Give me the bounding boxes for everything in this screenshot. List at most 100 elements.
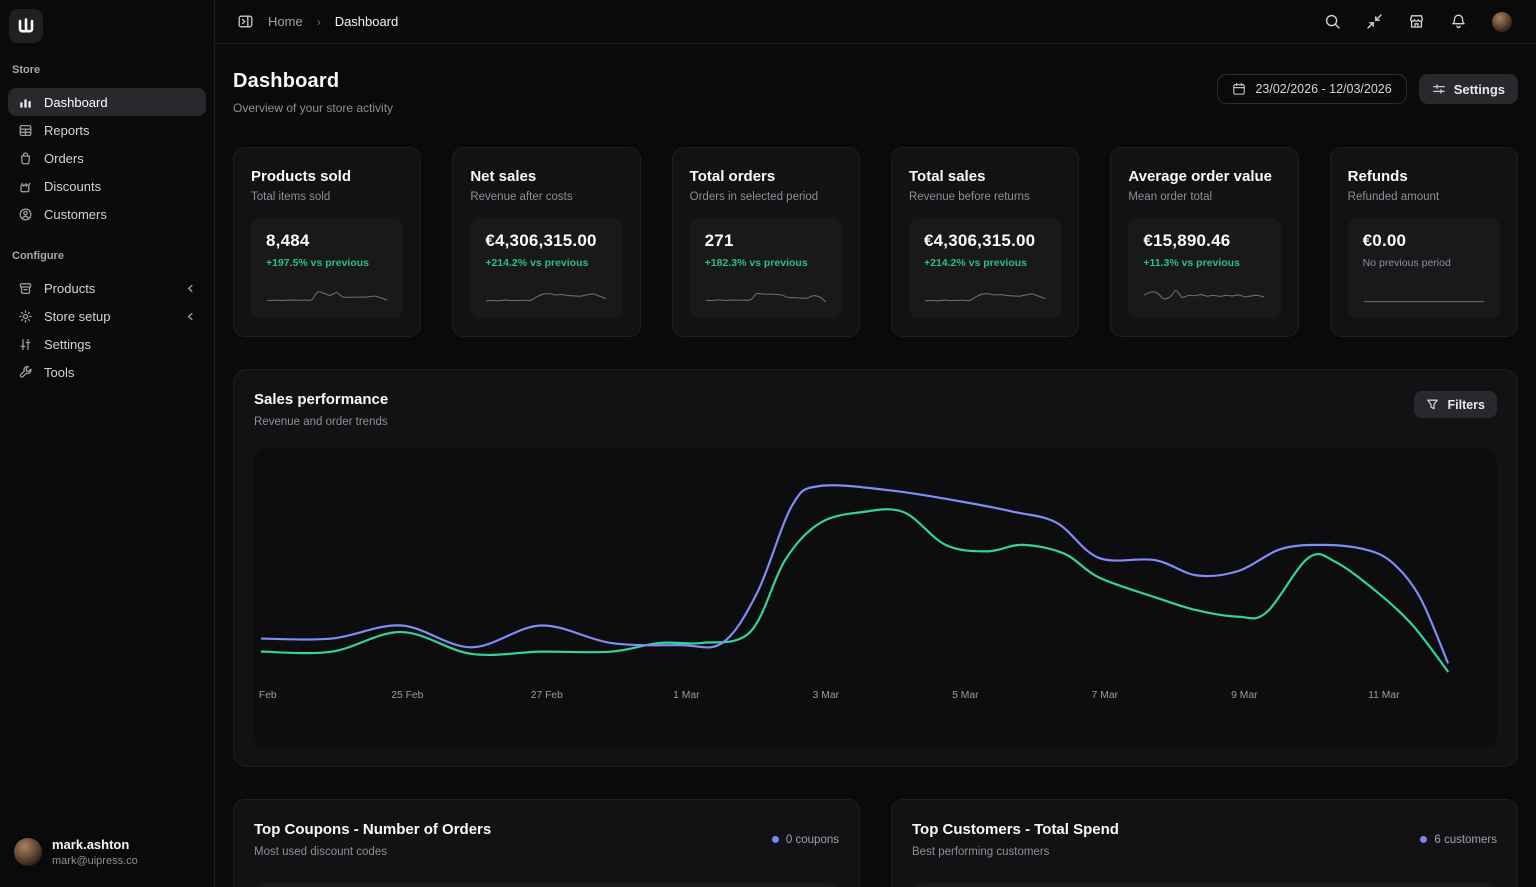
bar-chart-icon	[20, 98, 31, 108]
top-customers-subtitle: Best performing customers	[912, 846, 1050, 858]
kpi-card-products-sold: Products sold Total items sold 8,484 +19…	[233, 147, 422, 337]
kpi-delta: +11.3% vs previous	[1143, 257, 1240, 269]
sidebar-toggle-button[interactable]	[237, 13, 254, 30]
date-range-value: 23/02/2026 - 12/03/2026	[1255, 82, 1392, 96]
search-icon	[1325, 14, 1340, 29]
breadcrumb-home-link[interactable]: Home	[268, 14, 303, 29]
kpi-card-total-sales: Total sales Revenue before returns €4,30…	[890, 147, 1080, 337]
notifications-button[interactable]	[1450, 13, 1467, 30]
filter-funnel-icon	[1427, 399, 1439, 410]
sidebar-item-label: Dashboard	[44, 94, 108, 110]
breadcrumb: Home › Dashboard	[237, 13, 398, 30]
search-button[interactable]	[1324, 13, 1341, 30]
sales-performance-header: Sales performance Revenue and order tren…	[254, 391, 1497, 428]
sidebar-item-products[interactable]: Products	[8, 274, 206, 302]
sidebar-item-reports[interactable]: Reports	[8, 116, 206, 144]
date-range-picker[interactable]: 23/02/2026 - 12/03/2026	[1217, 74, 1407, 104]
svg-text:Feb: Feb	[259, 690, 277, 701]
kpi-title: Refunds	[1347, 168, 1408, 185]
top-customers-chart-panel	[912, 883, 1497, 887]
sparkline-chart	[925, 293, 1046, 302]
gear-icon	[19, 309, 32, 323]
kpi-panel: 271 +182.3% vs previous	[689, 218, 842, 319]
chevron-left-icon	[185, 311, 196, 322]
sidebar-item-label: Orders	[44, 150, 84, 166]
sidebar-item-label: Customers	[44, 206, 107, 222]
uipress-logo-icon	[18, 18, 34, 33]
legend-dot-icon	[771, 836, 779, 843]
sidebar-item-label: Discounts	[44, 178, 102, 194]
sparkline-chart	[486, 293, 607, 302]
sidebar-item-orders[interactable]: Orders	[8, 144, 206, 172]
sidebar: Store Dashboard Reports Orders	[0, 0, 215, 887]
sidebar-item-dashboard[interactable]: Dashboard	[8, 88, 206, 116]
kpi-delta: +197.5% vs previous	[266, 257, 370, 269]
kpi-title: Net sales	[470, 168, 537, 185]
kpi-panel: €4,306,315.00 +214.2% vs previous	[470, 218, 623, 319]
filters-button-label: Filters	[1447, 397, 1485, 412]
kpi-panel: 8,484 +197.5% vs previous	[251, 218, 404, 319]
user-account[interactable]: mark.ashton mark@uipress.co	[8, 831, 206, 875]
sidebar-item-settings[interactable]: Settings	[8, 330, 206, 358]
kpi-subtitle: Mean order total	[1128, 191, 1213, 203]
kpi-subtitle: Revenue after costs	[470, 191, 573, 203]
kpi-delta: +214.2% vs previous	[485, 257, 589, 269]
main-area: Home › Dashboard	[215, 0, 1536, 887]
user-circle-icon	[19, 208, 32, 220]
collapse-icon	[1367, 14, 1382, 29]
kpi-card-total-orders: Total orders Orders in selected period 2…	[671, 147, 860, 337]
bottom-row: Top Coupons - Number of Orders Most used…	[233, 799, 1518, 887]
kpi-value: €15,890.46	[1143, 231, 1231, 250]
sidebar-item-store-setup[interactable]: Store setup	[8, 302, 206, 330]
sidebar-item-discounts[interactable]: Discounts	[8, 172, 206, 200]
sidebar-item-label: Products	[44, 280, 96, 296]
sidebar-item-label: Settings	[44, 336, 91, 352]
top-coupons-card: Top Coupons - Number of Orders Most used…	[233, 799, 860, 887]
kpi-value: €4,306,315.00	[485, 231, 597, 250]
kpi-card-average-order-value: Average order value Mean order total €15…	[1110, 147, 1299, 337]
sliders-horizontal-icon	[1432, 84, 1445, 94]
user-email: mark@uipress.co	[52, 855, 138, 867]
sparkline-chart	[1144, 290, 1265, 300]
svg-text:1 Mar: 1 Mar	[673, 690, 700, 701]
settings-button[interactable]: Settings	[1418, 74, 1518, 104]
store-button[interactable]	[1408, 13, 1425, 30]
sales-performance-subtitle: Revenue and order trends	[254, 416, 388, 428]
sales-performance-title: Sales performance	[254, 391, 389, 408]
kpi-panel: €4,306,315.00 +214.2% vs previous	[908, 218, 1062, 319]
kpi-subtitle: Orders in selected period	[689, 191, 819, 203]
svg-text:25 Feb: 25 Feb	[391, 690, 423, 701]
svg-text:27 Feb: 27 Feb	[531, 690, 563, 701]
sidebar-item-tools[interactable]: Tools	[8, 358, 206, 386]
bell-icon	[1452, 14, 1465, 29]
topbar-actions	[1324, 11, 1512, 32]
collapse-button[interactable]	[1366, 13, 1383, 30]
app-logo[interactable]	[9, 9, 43, 43]
sidebar-item-label: Store setup	[44, 308, 111, 324]
panel-toggle-icon	[238, 15, 253, 28]
kpi-title: Total sales	[908, 168, 986, 185]
user-name: mark.ashton	[52, 837, 130, 853]
page-content: Dashboard Overview of your store activit…	[215, 44, 1536, 887]
sidebar-item-customers[interactable]: Customers	[8, 200, 206, 228]
sidebar-item-label: Tools	[44, 364, 75, 380]
shopping-bag-icon	[20, 151, 31, 164]
calendar-icon	[1233, 82, 1246, 95]
kpi-card-refunds: Refunds Refunded amount €0.00 No previou…	[1329, 147, 1518, 337]
sales-performance-card: Sales performance Revenue and order tren…	[233, 369, 1518, 767]
kpi-title: Products sold	[251, 168, 352, 185]
sparkline-chart	[705, 292, 826, 303]
store-icon	[1409, 15, 1424, 28]
header-controls: 23/02/2026 - 12/03/2026 Settings	[1217, 74, 1518, 104]
page-header: Dashboard Overview of your store activit…	[233, 70, 1518, 115]
kpi-delta: No previous period	[1362, 257, 1451, 269]
svg-text:7 Mar: 7 Mar	[1092, 690, 1119, 701]
sidebar-item-label: Reports	[44, 122, 90, 138]
top-coupons-legend: 0 coupons	[771, 834, 839, 846]
profile-avatar[interactable]	[1492, 11, 1512, 32]
wrench-icon	[19, 365, 32, 378]
filters-button[interactable]: Filters	[1414, 391, 1497, 418]
kpi-panel: €15,890.46 +11.3% vs previous	[1128, 218, 1281, 319]
sales-line-chart[interactable]: Feb 25 Feb 27 Feb 1 Mar 3 Mar 5 Mar 7 Mar 9 Mar…	[254, 448, 1497, 748]
